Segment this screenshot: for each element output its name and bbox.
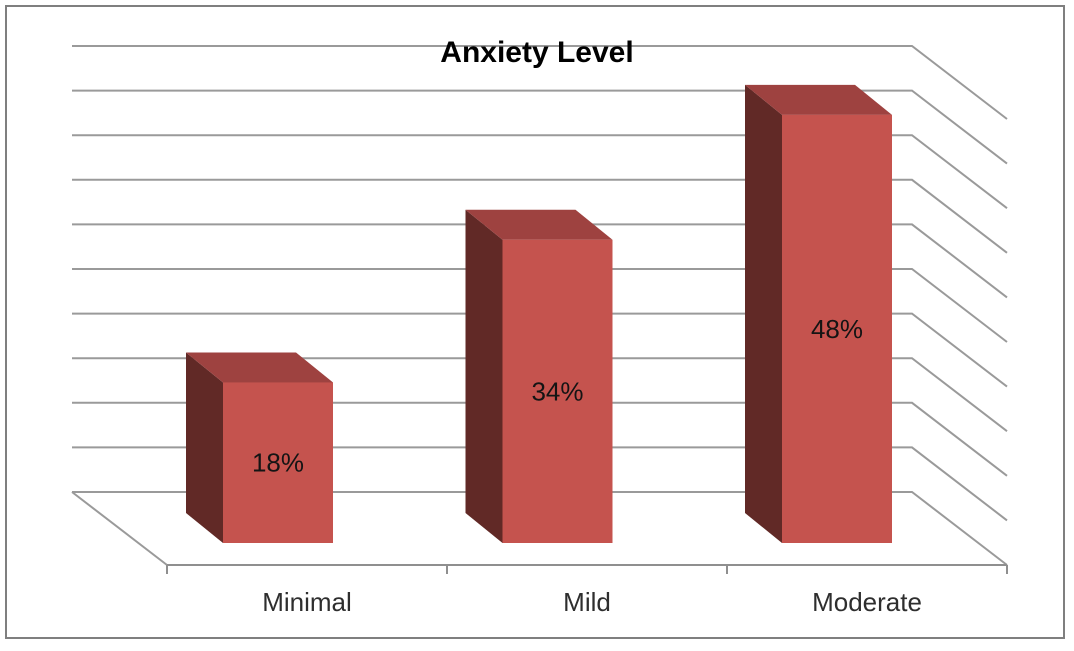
gridline <box>72 268 1008 343</box>
gridline <box>72 223 1008 299</box>
chart-title: Anxiety Level <box>440 36 634 69</box>
gridline <box>72 45 1008 120</box>
category-label-moderate: Moderate <box>812 587 922 617</box>
bar-front-face-moderate <box>782 114 892 543</box>
category-label-mild: Mild <box>563 587 611 617</box>
gridline <box>72 134 1008 209</box>
gridline <box>72 312 1008 388</box>
bar-data-label-minimal: 18% <box>252 448 304 478</box>
bar-top-face-mild <box>465 209 613 240</box>
bar-side-face-mild <box>465 209 503 543</box>
bar-top-face-minimal <box>186 352 333 383</box>
bar-side-face-minimal <box>186 352 223 543</box>
gridline <box>72 357 1008 432</box>
gridline <box>72 178 1008 254</box>
bar-data-label-moderate: 48% <box>811 314 863 344</box>
bar-top-face-moderate <box>745 84 892 115</box>
category-label-minimal: Minimal <box>262 587 352 617</box>
gridline <box>72 491 1008 566</box>
bar-front-face-mild <box>502 239 613 543</box>
gridline <box>72 401 1008 477</box>
bar-front-face-minimal <box>223 382 333 543</box>
bar-side-face-moderate <box>745 84 782 543</box>
gridline <box>72 446 1008 522</box>
bar-data-label-mild: 34% <box>531 376 583 406</box>
floor-left-edge <box>71 491 168 566</box>
gridline <box>72 89 1008 165</box>
